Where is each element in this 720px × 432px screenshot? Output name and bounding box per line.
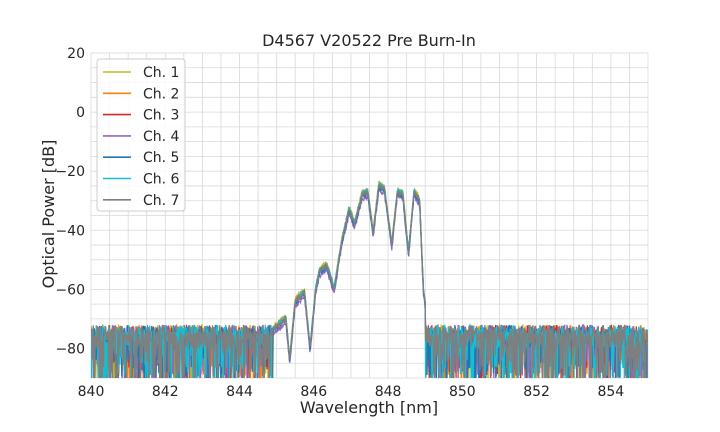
series-line [91,184,648,378]
x-tick-label: 854 [597,384,624,400]
y-tick-label: −80 [55,341,85,357]
y-tick-label: −60 [55,282,85,298]
y-axis-label: Optical Power [dB] [39,140,58,289]
legend-label: Ch. 3 [143,108,179,124]
legend-label: Ch. 1 [143,65,179,81]
x-tick-label: 852 [523,384,550,400]
y-tick-label: 0 [76,105,85,121]
x-tick-label: 850 [449,384,476,400]
x-tick-label: 840 [78,384,105,400]
x-tick-label: 844 [226,384,253,400]
legend-label: Ch. 2 [143,86,179,102]
x-tick-label: 846 [300,384,327,400]
x-axis-label: Wavelength [nm] [300,398,438,417]
legend-box [96,58,186,212]
y-tick-label: −20 [55,164,85,180]
tick-labels: 840 842 844 846 848 850 852 854 20 0 −20 −40 −60 −80 [55,46,624,400]
legend-label: Ch. 6 [143,172,180,188]
legend-label: Ch. 4 [143,129,180,145]
y-tick-label: −40 [55,223,85,239]
legend: Ch. 1 Ch. 2 Ch. 3 Ch. 4 Ch. 5 Ch. 6 Ch. 7 [96,58,186,212]
legend-label: Ch. 5 [143,150,179,166]
legend-label: Ch. 7 [143,193,179,209]
x-tick-label: 842 [152,384,179,400]
x-tick-label: 848 [375,384,402,400]
series-group [91,180,648,378]
y-tick-label: 20 [67,46,85,62]
chart-title: D4567 V20522 Pre Burn-In [262,31,476,50]
